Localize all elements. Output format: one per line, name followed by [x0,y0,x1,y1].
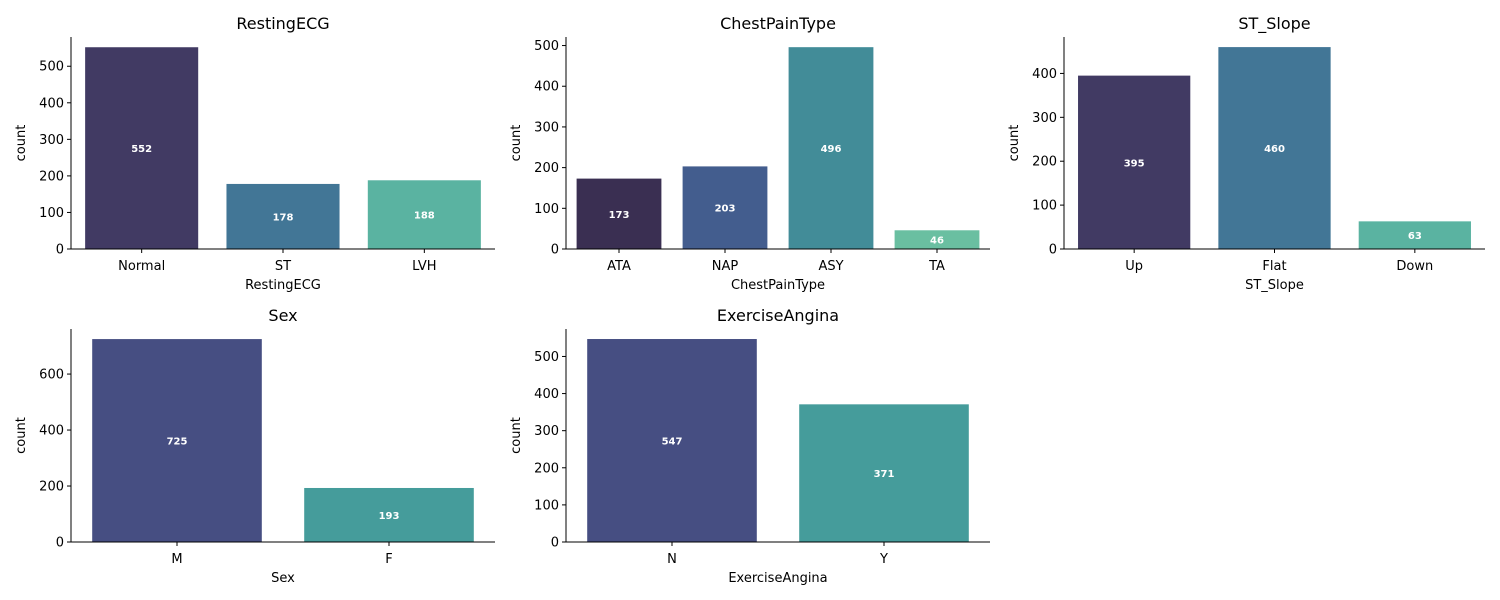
y-tick-label: 200 [534,461,559,476]
bar-value-label: 63 [1408,231,1422,242]
chart-title: ChestPainType [720,14,836,33]
y-tick-label: 300 [1032,111,1057,126]
y-tick-label: 200 [39,169,64,184]
x-tick-label: Up [1125,259,1143,274]
y-tick-label: 500 [39,60,64,75]
y-tick-label: 200 [1032,155,1057,170]
bar-lvh [367,180,481,249]
x-tick-label: ST [275,259,291,274]
x-axis-label: Sex [271,571,295,586]
bar-n [587,339,757,542]
y-tick-label: 100 [39,206,64,221]
y-tick-label: 100 [534,202,559,217]
y-tick-label: 0 [1049,243,1057,258]
y-axis-label: count [509,417,524,454]
bar-value-label: 552 [131,144,152,155]
chart-title: RestingECG [236,14,329,33]
y-tick-label: 200 [39,480,64,495]
bar-value-label: 188 [414,211,435,222]
bar-m [92,339,262,542]
y-tick-label: 300 [534,120,559,135]
bar-asy [788,47,874,249]
y-tick-label: 600 [39,368,64,383]
x-axis-label: ExerciseAngina [728,571,827,586]
y-tick-label: 400 [534,80,559,95]
bar-normal [85,47,199,249]
bar-value-label: 203 [715,204,736,215]
x-tick-label: N [667,552,677,567]
y-axis-label: count [1007,125,1022,162]
x-tick-label: NAP [712,259,739,274]
y-tick-label: 100 [534,498,559,513]
y-tick-label: 0 [551,536,559,551]
bar-ta [894,230,980,249]
x-tick-label: Down [1396,259,1433,274]
x-tick-label: Flat [1262,259,1286,274]
x-tick-label: F [385,552,392,567]
y-tick-label: 500 [534,39,559,54]
x-tick-label: LVH [412,259,436,274]
y-tick-label: 400 [39,96,64,111]
y-tick-label: 300 [39,133,64,148]
x-tick-label: ASY [818,259,843,274]
bar-value-label: 371 [874,469,895,480]
y-tick-label: 0 [551,243,559,258]
x-axis-label: RestingECG [245,278,321,293]
y-tick-label: 0 [56,243,64,258]
y-tick-label: 400 [1032,67,1057,82]
x-tick-label: Normal [118,259,165,274]
y-tick-label: 400 [39,424,64,439]
bar-value-label: 547 [662,437,683,448]
bar-value-label: 173 [609,210,630,221]
y-tick-label: 400 [534,387,559,402]
bar-value-label: 46 [930,236,944,247]
y-axis-label: count [14,125,29,162]
bar-value-label: 395 [1124,158,1145,169]
chart-title: ExerciseAngina [717,306,839,325]
bar-y [799,404,969,542]
y-tick-label: 300 [534,424,559,439]
y-tick-label: 100 [1032,199,1057,214]
chart-title: ST_Slope [1238,14,1310,34]
y-axis-label: count [14,417,29,454]
x-tick-label: Y [879,552,888,567]
x-tick-label: TA [928,259,945,274]
x-tick-label: M [171,552,182,567]
bar-up [1078,75,1191,249]
bar-value-label: 496 [821,144,842,155]
x-tick-label: ATA [607,259,631,274]
x-axis-label: ChestPainType [731,278,825,293]
y-tick-label: 0 [56,536,64,551]
bar-st [226,183,340,249]
bar-f [304,487,474,542]
bar-value-label: 460 [1264,144,1285,155]
bar-value-label: 725 [167,437,188,448]
bar-ata [576,178,662,249]
bar-flat [1218,47,1331,249]
bar-nap [682,166,768,249]
bar-down [1358,221,1471,249]
y-axis-label: count [509,125,524,162]
x-axis-label: ST_Slope [1245,278,1304,293]
y-tick-label: 500 [534,350,559,365]
bar-value-label: 178 [273,212,294,223]
bar-value-label: 193 [379,511,400,522]
chart-title: Sex [268,306,297,325]
y-tick-label: 200 [534,161,559,176]
